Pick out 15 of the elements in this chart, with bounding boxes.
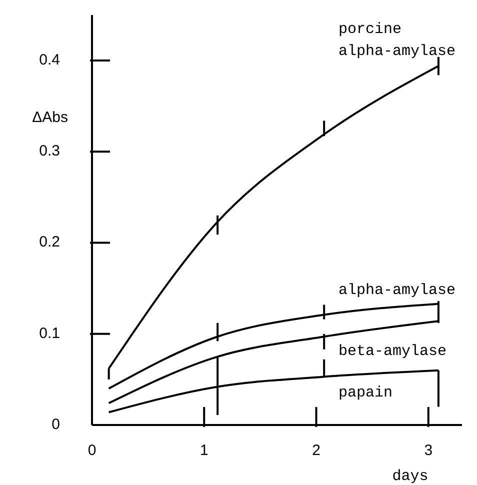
y-tick-label: 0.2 bbox=[39, 234, 60, 251]
x-tick-label: 1 bbox=[200, 442, 208, 459]
x-tick-label: 3 bbox=[424, 442, 433, 459]
x-axis-title: days bbox=[392, 468, 428, 485]
series-label: porcine alpha-amylase bbox=[338, 20, 456, 60]
series-label: papain bbox=[338, 384, 392, 402]
series-label: beta-amylase bbox=[338, 343, 446, 360]
y-tick-label: 0 bbox=[52, 416, 60, 433]
y-axis-title: ΔAbs bbox=[32, 108, 68, 126]
x-tick-label: 0 bbox=[88, 442, 96, 459]
x-tick-label: 2 bbox=[312, 442, 320, 459]
y-tick-label: 0.1 bbox=[39, 324, 60, 342]
y-tick-label: 0.4 bbox=[39, 52, 60, 69]
y-tick-label: 0.3 bbox=[39, 142, 60, 160]
series-label: alpha-amylase bbox=[338, 282, 456, 299]
